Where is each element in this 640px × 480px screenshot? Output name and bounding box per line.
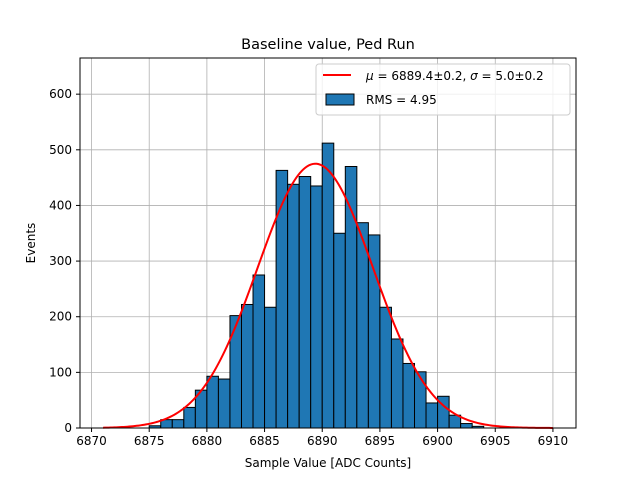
chart-title: Baseline value, Ped Run: [241, 37, 415, 53]
histogram-bar: [229, 315, 242, 429]
x-axis-label: Sample Value [ADC Counts]: [245, 456, 411, 470]
histogram-bar: [171, 419, 185, 429]
legend-sigma-value: = 5.0±0.2: [478, 69, 544, 83]
y-tick-label: 500: [49, 143, 72, 157]
y-tick-label: 100: [49, 365, 72, 379]
histogram-bar: [333, 232, 346, 429]
histogram-bar: [379, 306, 392, 429]
legend-mu-symbol: μ: [365, 69, 374, 83]
y-tick-label: 200: [49, 310, 72, 324]
histogram-bar: [344, 165, 358, 429]
legend-fit-label: μ = 6889.4±0.2, σ = 5.0±0.2: [365, 69, 544, 83]
x-axis-ticks: 6870 6875 6880 6885 6890 6895 6900 6905 6910: [76, 428, 568, 448]
histogram-bar: [402, 362, 416, 429]
legend-sigma-symbol: σ: [470, 69, 478, 83]
x-tick-label: 6900: [422, 434, 453, 448]
legend-histogram-swatch: [325, 93, 355, 106]
histogram-bar: [367, 234, 381, 429]
histogram-bar: [321, 142, 335, 429]
histogram-bar: [460, 423, 473, 429]
gaussian-fit-curve: [103, 162, 553, 429]
legend-box: [315, 63, 571, 116]
histogram-bar: [217, 378, 231, 429]
legend-histogram-label: RMS = 4.95: [366, 93, 437, 107]
y-tick-label: 600: [49, 87, 72, 101]
x-tick-label: 6890: [307, 434, 338, 448]
y-axis-label: Events: [24, 223, 38, 264]
histogram-bar: [310, 185, 323, 429]
legend: μ = 6889.4±0.2, σ = 5.0±0.2 RMS = 4.95: [315, 63, 571, 116]
y-tick-label: 400: [49, 198, 72, 212]
x-tick-label: 6895: [365, 434, 396, 448]
histogram-bar: [356, 222, 369, 429]
histogram-bar: [298, 176, 312, 429]
y-tick-label: 300: [49, 254, 72, 268]
y-axis-ticks: 0 100 200 300 400 500 600: [49, 87, 80, 435]
histogram-bar: [425, 402, 439, 429]
x-tick-label: 6875: [134, 434, 165, 448]
histogram-bar: [252, 274, 266, 429]
x-tick-label: 6905: [480, 434, 511, 448]
x-tick-label: 6910: [538, 434, 569, 448]
histogram-bar: [264, 306, 277, 429]
x-tick-label: 6870: [76, 434, 107, 448]
x-tick-label: 6885: [249, 434, 280, 448]
histogram-bar: [275, 169, 289, 429]
histogram-bar: [240, 303, 254, 429]
plot-frame: [79, 57, 577, 429]
gaussian-fit: [103, 162, 553, 429]
y-tick-label: 0: [64, 421, 72, 435]
legend-mu-value: = 6889.4±0.2,: [374, 69, 470, 83]
histogram-bar: [206, 375, 219, 429]
histogram-bar: [414, 371, 427, 429]
histogram-bar: [287, 183, 300, 429]
histogram-bar: [390, 338, 404, 429]
x-tick-label: 6880: [192, 434, 223, 448]
histogram-bar: [183, 406, 196, 429]
